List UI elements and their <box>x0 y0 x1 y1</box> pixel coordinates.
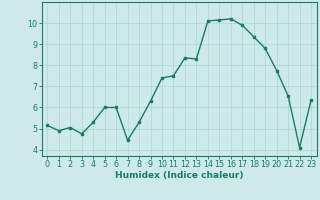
X-axis label: Humidex (Indice chaleur): Humidex (Indice chaleur) <box>115 171 244 180</box>
